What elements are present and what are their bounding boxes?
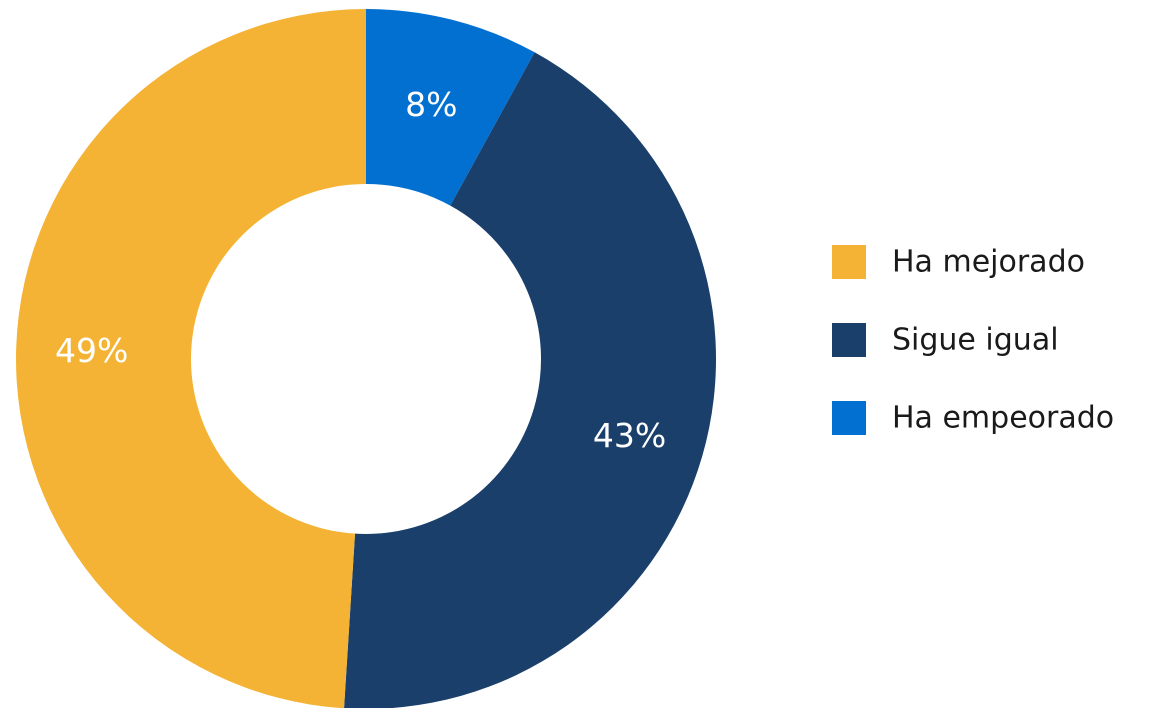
slices-group xyxy=(16,9,717,709)
legend: Ha mejorado Sigue igual Ha empeorado xyxy=(832,245,1114,436)
legend-item-sigue-igual: Sigue igual xyxy=(832,323,1059,358)
data-label-ha-empeorado: 8% xyxy=(405,85,457,124)
slice-sigue-igual xyxy=(344,52,717,709)
slice-labels-group: 8% 43% 49% xyxy=(55,85,666,455)
legend-label-ha-mejorado: Ha mejorado xyxy=(892,245,1085,280)
slice-ha-mejorado xyxy=(16,9,367,709)
legend-item-ha-empeorado: Ha empeorado xyxy=(832,401,1114,436)
legend-label-ha-empeorado: Ha empeorado xyxy=(892,401,1114,436)
legend-swatch-sigue-igual xyxy=(832,323,866,357)
legend-swatch-ha-mejorado xyxy=(832,245,866,279)
slice-ha-empeorado xyxy=(366,9,535,206)
data-label-ha-mejorado: 49% xyxy=(55,331,128,370)
legend-label-sigue-igual: Sigue igual xyxy=(892,323,1059,358)
legend-swatch-ha-empeorado xyxy=(832,401,866,435)
data-label-sigue-igual: 43% xyxy=(593,416,666,455)
legend-item-ha-mejorado: Ha mejorado xyxy=(832,245,1085,280)
